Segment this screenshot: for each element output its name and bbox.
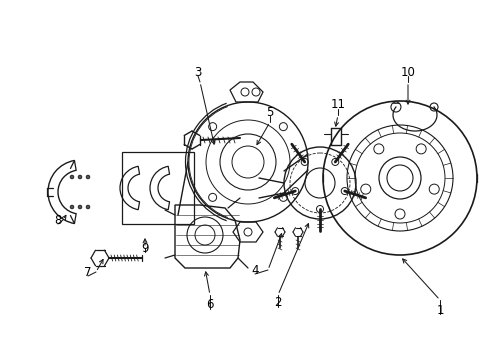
Circle shape bbox=[86, 175, 90, 179]
Text: 4: 4 bbox=[251, 264, 258, 276]
Circle shape bbox=[78, 205, 81, 209]
Text: 1: 1 bbox=[435, 303, 443, 316]
Text: 5: 5 bbox=[266, 105, 273, 118]
Circle shape bbox=[86, 205, 90, 209]
Circle shape bbox=[70, 175, 74, 179]
Text: 2: 2 bbox=[274, 297, 281, 310]
Text: 8: 8 bbox=[54, 213, 61, 226]
Circle shape bbox=[70, 205, 74, 209]
Text: 3: 3 bbox=[194, 66, 201, 78]
Circle shape bbox=[78, 175, 81, 179]
Text: 7: 7 bbox=[84, 266, 92, 279]
Text: 10: 10 bbox=[400, 66, 415, 78]
Bar bbox=[122, 152, 194, 224]
Text: 9: 9 bbox=[141, 242, 148, 255]
Text: 6: 6 bbox=[206, 298, 213, 311]
Text: 11: 11 bbox=[330, 99, 345, 112]
